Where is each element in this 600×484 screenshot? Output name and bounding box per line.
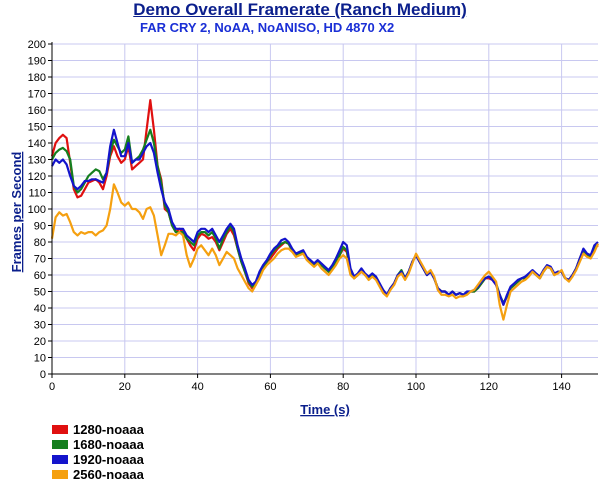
y-tick-labels: 0 10 20 30 40 50 60 70 80 90 100 110 120 130 140 150 160… [28,39,52,381]
y-tick-label: 30 [34,320,46,332]
chart-subtitle: FAR CRY 2, NoAA, NoANISO, HD 4870 X2 [140,20,395,35]
y-tick-label: 200 [28,39,46,51]
y-tick-label: 0 [40,369,46,381]
y-tick-label: 190 [28,56,46,68]
legend-label: 1920-noaaa [73,452,144,467]
series-line-1280-noaaa [50,99,599,306]
y-tick-label: 170 [28,89,46,101]
legend-label: 2560-noaaa [73,467,144,482]
axes [51,42,598,375]
chart-title: Demo Overall Framerate (Ranch Medium) [133,0,467,19]
y-tick-label: 70 [34,254,46,266]
x-tick-label: 20 [119,381,131,393]
y-tick-label: 180 [28,72,46,84]
y-tick-label: 140 [28,138,46,150]
y-tick-label: 10 [34,353,46,365]
y-tick-label: 150 [28,122,46,134]
x-tick-labels: 0 20 40 60 80 100 120 140 [49,374,571,393]
x-tick-label: 140 [552,381,570,393]
y-tick-label: 100 [28,204,46,216]
y-tick-label: 40 [34,303,46,315]
chart-canvas: 0 10 20 30 40 50 60 70 80 90 100 110 120 130 140 150 160… [9,39,600,417]
x-tick-label: 120 [480,381,498,393]
y-tick-label: 80 [34,237,46,249]
y-tick-label: 130 [28,155,46,167]
y-axis-label: Frames per Second [9,152,24,273]
legend-swatch [52,425,68,434]
x-tick-label: 0 [49,381,55,393]
legend-item: 1280-noaaa [52,422,144,437]
x-axis-label: Time (s) [300,402,350,417]
legend-item: 2560-noaaa [52,467,144,482]
legend-item: 1680-noaaa [52,437,144,452]
y-tick-label: 90 [34,221,46,233]
y-tick-label: 110 [28,188,46,200]
x-tick-label: 100 [407,381,425,393]
legend-swatch [52,470,68,479]
series-layer [50,99,600,321]
legend-item: 1920-noaaa [52,452,144,467]
legend-swatch [52,455,68,464]
legend: 1280-noaaa 1680-noaaa 1920-noaaa 2560-noaaa [52,422,144,482]
x-tick-label: 80 [337,381,349,393]
x-tick-label: 60 [264,381,276,393]
series-line-1920-noaaa [51,128,599,306]
series-line-2560-noaaa [50,183,600,321]
y-tick-label: 50 [34,287,46,299]
legend-label: 1280-noaaa [73,422,144,437]
y-tick-label: 60 [34,270,46,282]
y-tick-label: 160 [28,105,46,117]
series-line-1680-noaaa [51,128,599,305]
y-tick-label: 120 [28,171,46,183]
x-tick-label: 40 [191,381,203,393]
legend-label: 1680-noaaa [73,437,144,452]
y-tick-label: 20 [34,336,46,348]
legend-swatch [52,440,68,449]
